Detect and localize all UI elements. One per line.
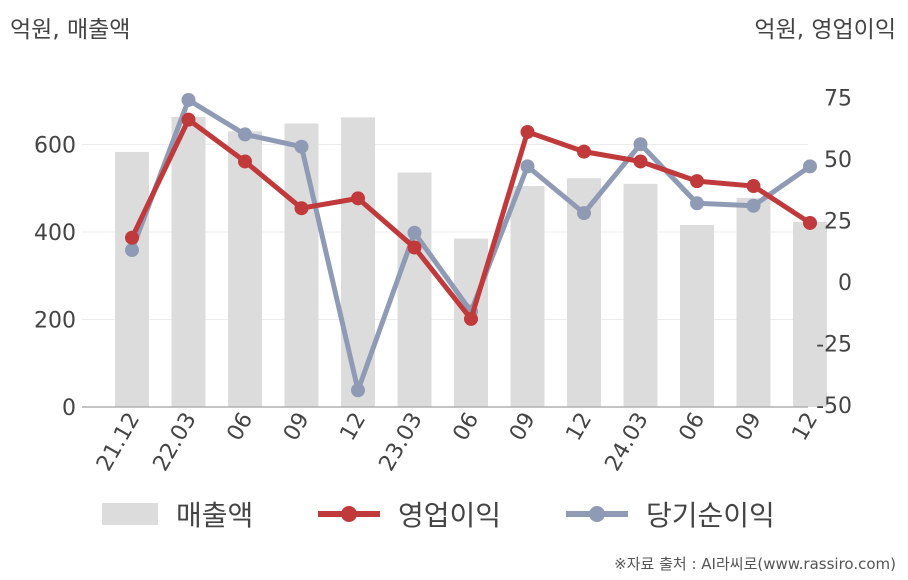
x-tick-label: 12 xyxy=(336,409,372,446)
point-operating-profit xyxy=(351,191,365,206)
point-operating-profit xyxy=(633,154,648,169)
point-operating-profit xyxy=(181,112,196,127)
x-tick-label: 23.03 xyxy=(375,409,428,476)
y-left-tick-label: 600 xyxy=(34,134,76,159)
x-tick-label: 06 xyxy=(223,409,259,446)
point-net-income xyxy=(351,383,365,398)
source-credit: ※자료 출처 : AI라씨로(www.rassiro.com) xyxy=(614,555,896,573)
point-operating-profit xyxy=(520,124,535,139)
x-tick-label: 21.12 xyxy=(92,409,145,476)
legend-item-operating-profit: 영업이익 xyxy=(318,492,501,536)
point-operating-profit xyxy=(464,311,478,326)
y-right-tick-label: 75 xyxy=(824,87,852,112)
point-operating-profit xyxy=(125,230,139,245)
x-tick-label: 09 xyxy=(731,409,767,446)
x-tick-label: 24.03 xyxy=(601,409,654,476)
legend-swatch-net-income xyxy=(566,503,628,525)
legend-item-revenue: 매출액 xyxy=(102,492,253,536)
point-operating-profit xyxy=(407,240,422,255)
bar-revenue xyxy=(397,172,432,407)
y-right-tick-label: 25 xyxy=(824,210,852,235)
point-net-income xyxy=(633,137,648,152)
x-tick-label: 06 xyxy=(449,409,485,446)
point-net-income xyxy=(294,139,309,154)
y-right-tick-label: -50 xyxy=(816,394,852,419)
point-net-income xyxy=(690,196,704,211)
point-operating-profit xyxy=(746,179,761,194)
point-net-income xyxy=(803,159,817,174)
legend-label-revenue: 매출액 xyxy=(176,499,254,532)
point-operating-profit xyxy=(238,154,252,169)
point-net-income xyxy=(520,159,535,174)
y-right-tick-label: -25 xyxy=(816,333,852,358)
y-left-tick-label: 0 xyxy=(62,396,76,421)
legend-label-operating-profit: 영업이익 xyxy=(398,499,502,532)
point-net-income xyxy=(181,92,196,107)
legend-swatch-operating-profit xyxy=(318,503,380,525)
bar-revenue xyxy=(228,131,262,407)
bar-revenue xyxy=(284,123,319,407)
x-tick-label: 09 xyxy=(505,409,541,446)
bar-revenue xyxy=(736,197,771,407)
bar-revenue xyxy=(115,151,149,407)
x-tick-label: 09 xyxy=(279,409,315,446)
y-left-tick-label: 200 xyxy=(34,309,76,334)
point-net-income xyxy=(238,127,252,142)
point-net-income xyxy=(746,198,761,213)
bar-revenue xyxy=(793,221,827,407)
y-right-tick-label: 50 xyxy=(824,148,852,173)
point-operating-profit xyxy=(294,201,309,216)
point-operating-profit xyxy=(803,215,817,230)
y-right-tick-label: 0 xyxy=(838,271,852,296)
point-net-income xyxy=(407,225,422,240)
right-axis-unit-label: 억원, 영업이익 xyxy=(754,17,896,43)
y-left-tick-label: 400 xyxy=(34,221,76,246)
bar-revenue xyxy=(623,183,658,407)
bar-revenue xyxy=(171,116,206,407)
legend-label-net-income: 당기순이익 xyxy=(646,499,775,532)
x-tick-label: 06 xyxy=(675,409,711,446)
point-net-income xyxy=(125,243,139,258)
point-operating-profit xyxy=(577,144,591,159)
point-net-income xyxy=(577,206,591,221)
legend-swatch-revenue xyxy=(102,503,158,525)
point-operating-profit xyxy=(690,174,704,189)
x-tick-label: 12 xyxy=(562,409,598,446)
chart-legend: 매출액 영업이익 당기순이익 xyxy=(0,492,908,536)
legend-item-net-income: 당기순이익 xyxy=(566,492,775,536)
x-tick-label: 22.03 xyxy=(149,409,202,476)
left-axis-unit-label: 억원, 매출액 xyxy=(10,17,131,43)
bar-revenue xyxy=(680,225,714,407)
bar-revenue xyxy=(510,186,545,407)
